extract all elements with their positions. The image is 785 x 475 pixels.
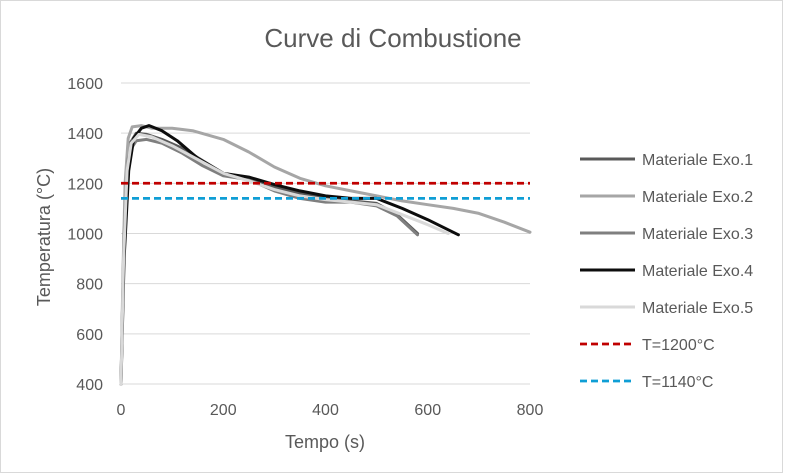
tick-layer: 400 600 800 1000 1200 1400 1600 0 200 400 600 800 — [67, 76, 543, 419]
x-tick-label: 600 — [414, 402, 441, 419]
series-line-1 — [119, 131, 419, 386]
x-tick-label: 400 — [312, 402, 339, 419]
series-line-2 — [119, 124, 532, 386]
y-tick-label: 1200 — [67, 176, 103, 193]
y-tick-label: 800 — [76, 277, 103, 294]
legend-label-2: Materiale Exo.2 — [642, 189, 753, 206]
legend-label-5: Materiale Exo.5 — [642, 300, 753, 317]
series-layer — [119, 124, 532, 386]
x-axis-title: Tempo (s) — [285, 432, 365, 452]
x-tick-label: 200 — [210, 402, 237, 419]
legend-label-3: Materiale Exo.3 — [642, 226, 753, 243]
legend-label-1: Materiale Exo.1 — [642, 152, 753, 169]
series-line-3 — [119, 137, 419, 386]
legend-label-6: T=1200°C — [642, 337, 715, 354]
legend-label-7: T=1140°C — [642, 374, 713, 391]
x-tick-label: 800 — [517, 402, 544, 419]
legend-label-4: Materiale Exo.4 — [642, 263, 753, 280]
y-tick-label: 1000 — [67, 227, 103, 244]
x-tick-label: 0 — [117, 402, 126, 419]
series-line-4 — [119, 124, 460, 386]
series-line-5 — [119, 132, 450, 386]
y-tick-label: 400 — [76, 377, 103, 394]
chart-title: Curve di Combustione — [264, 23, 521, 53]
y-tick-label: 1600 — [67, 76, 103, 93]
y-axis-title: Temperatura (°C) — [34, 168, 54, 306]
legend: Materiale Exo.1 Materiale Exo.2 Materiale … — [580, 152, 753, 391]
y-tick-label: 600 — [76, 327, 103, 344]
y-tick-label: 1400 — [67, 126, 103, 143]
